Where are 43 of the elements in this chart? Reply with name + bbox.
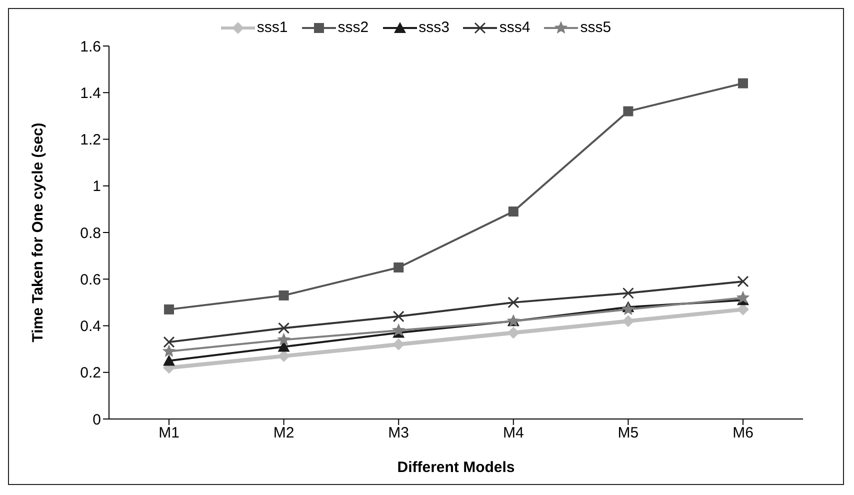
x-tick-label: M5 [618, 424, 639, 442]
point [277, 332, 290, 346]
y-tick-label: 0.4 [80, 318, 101, 336]
x-axis-title: Different Models [397, 459, 515, 476]
point [278, 322, 290, 334]
legend-label: sss3 [418, 19, 450, 36]
x-tick-label: M1 [158, 424, 180, 442]
point [163, 354, 175, 366]
point [623, 106, 634, 116]
point [736, 290, 750, 304]
point [278, 350, 290, 362]
point [622, 302, 635, 316]
point [508, 206, 518, 217]
legend-label: sss1 [256, 19, 288, 36]
y-axis-title: Time Taken for One cycle (sec) [29, 122, 46, 342]
legend-label: sss4 [499, 19, 530, 36]
point [163, 336, 175, 348]
y-tick-label: 1.4 [80, 84, 101, 102]
legend-label: sss2 [338, 19, 369, 36]
y-tick-label: 1 [92, 178, 101, 196]
y-tick-label: 0.8 [80, 224, 101, 242]
point [278, 290, 289, 300]
x-tick-label: M2 [273, 424, 294, 442]
point [392, 323, 406, 336]
x-tick-label: M4 [502, 424, 524, 442]
y-tick-label: 1.6 [80, 38, 101, 56]
point [737, 276, 749, 288]
y-tick-label: 0.6 [80, 271, 101, 288]
legend-label: sss5 [580, 19, 612, 36]
y-tick-label: 0.2 [80, 364, 101, 382]
point [622, 287, 634, 299]
point [164, 304, 174, 314]
point [738, 78, 748, 88]
y-tick-label: 0 [92, 411, 101, 428]
x-tick-label: M6 [732, 424, 754, 442]
point [162, 344, 176, 358]
y-tick-label: 1.2 [80, 132, 101, 149]
point [392, 310, 404, 322]
point [622, 315, 634, 328]
point [507, 326, 520, 339]
point [508, 296, 520, 308]
x-tick-label: M3 [388, 424, 410, 442]
point [394, 262, 404, 272]
